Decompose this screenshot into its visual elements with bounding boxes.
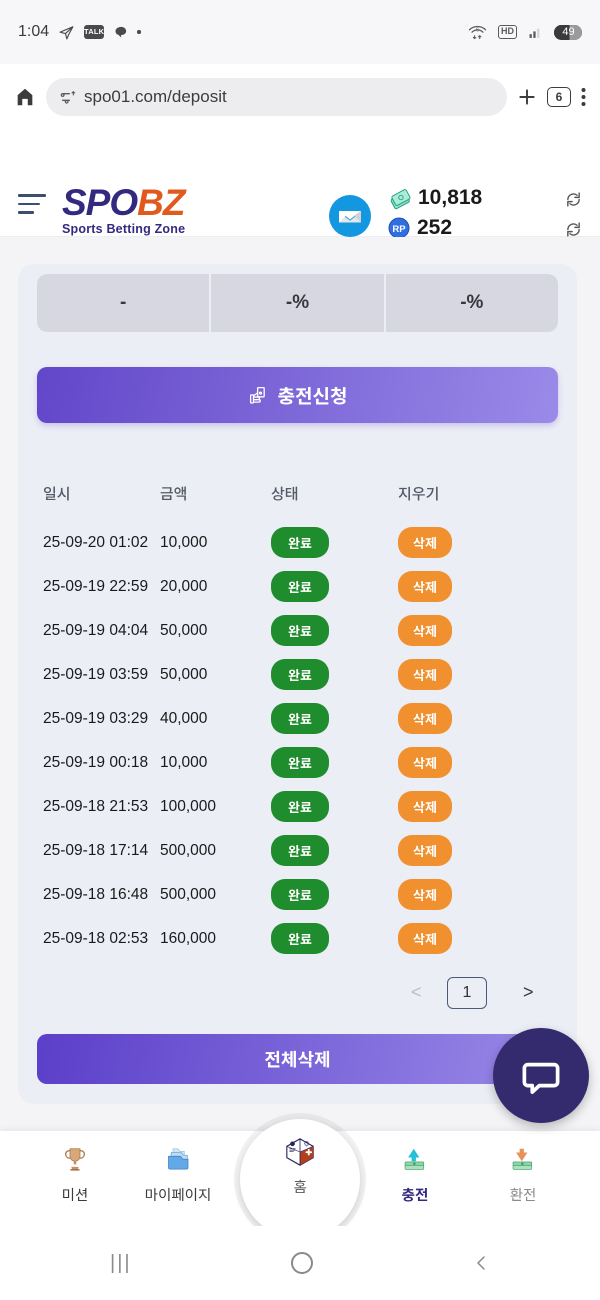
svg-text:RP: RP [392,224,406,235]
svg-text:6: 6 [476,28,479,34]
